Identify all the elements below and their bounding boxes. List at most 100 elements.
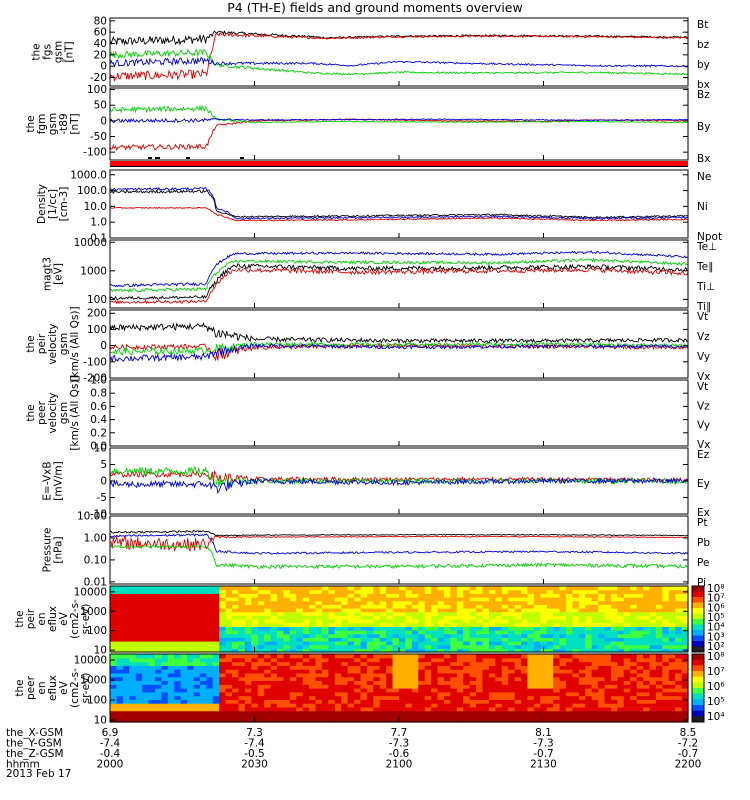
- spectrogram-cell: [495, 626, 503, 631]
- spectrogram-cell: [257, 676, 265, 682]
- spectrogram-cell: [379, 644, 387, 649]
- spectrogram-cell: [572, 703, 580, 708]
- spectrogram-cell: [347, 669, 355, 674]
- series-Bx: [109, 117, 689, 124]
- spectrogram-cell: [379, 641, 387, 646]
- spectrogram-cell: [341, 657, 349, 663]
- spectrogram-cell: [315, 654, 323, 659]
- spectrogram-cell: [508, 589, 516, 594]
- spectrogram-cell: [334, 699, 342, 704]
- spectrogram-cell: [424, 604, 432, 609]
- spectrogram-cell: [604, 665, 612, 670]
- spectrogram-cell: [585, 710, 593, 716]
- spectrogram-cell: [212, 688, 220, 693]
- spectrogram-cell: [598, 695, 606, 700]
- spectrogram-cell: [347, 661, 355, 666]
- spectrogram-cell: [591, 684, 599, 689]
- spectrogram-cell: [135, 695, 143, 700]
- spectrogram-cell: [418, 703, 426, 708]
- spectrogram-cell: [488, 637, 496, 642]
- spectrogram-cell: [469, 714, 477, 719]
- spectrogram-cell: [244, 622, 252, 627]
- spectrogram-cell: [148, 714, 156, 719]
- spectrogram-cell: [591, 672, 599, 678]
- spectrogram-cell: [630, 691, 638, 697]
- spectrogram-cell: [578, 644, 586, 649]
- spectrogram-cell: [655, 684, 663, 689]
- spectrogram-cell: [598, 641, 606, 646]
- spectrogram-cell: [488, 608, 496, 613]
- spectrogram-cell: [456, 611, 464, 616]
- spectrogram-cell: [443, 644, 451, 649]
- y-label-line: [eV]: [53, 263, 65, 285]
- y-tick-label: 10: [94, 715, 107, 727]
- spectrogram-cell: [495, 611, 503, 616]
- spectrogram-cell: [418, 622, 426, 627]
- spectrogram-cell: [315, 644, 323, 649]
- spectrogram-cell: [296, 691, 304, 697]
- spectrogram-cell: [283, 699, 291, 704]
- spectrogram-cell: [180, 622, 188, 627]
- series-Bt: [109, 29, 689, 46]
- y-axis-label: Pressure [nPa]: [42, 528, 65, 573]
- spectrogram-cell: [572, 626, 580, 631]
- spectrogram-cell: [450, 706, 458, 712]
- spectrogram-cell: [591, 691, 599, 697]
- spectrogram-cell: [257, 597, 265, 602]
- spectrogram-cell: [578, 619, 586, 624]
- spectrogram-cell: [244, 657, 252, 663]
- spectrogram-cell: [617, 611, 625, 616]
- spectrogram-cell: [450, 676, 458, 682]
- spectrogram-cell: [354, 648, 362, 653]
- spectrogram-cell: [655, 619, 663, 624]
- spectrogram-cell: [424, 633, 432, 638]
- spectrogram-cell: [360, 597, 368, 602]
- spectrogram-cell: [559, 608, 567, 613]
- spectrogram-cell: [405, 710, 413, 716]
- spectrogram-cell: [450, 680, 458, 685]
- spectrogram-cell: [591, 622, 599, 627]
- spectrogram-cell: [636, 604, 644, 609]
- spectrogram-cell: [456, 665, 464, 670]
- spectrogram-cell: [232, 586, 240, 591]
- spectrogram-cell: [508, 648, 516, 653]
- spectrogram-cell: [347, 710, 355, 716]
- spectrogram-cell: [180, 586, 188, 591]
- spectrogram-cell: [142, 633, 150, 638]
- spectrogram-cell: [174, 619, 182, 624]
- spectrogram-cell: [508, 600, 516, 605]
- spectrogram-cell: [405, 615, 413, 620]
- spectrogram-cell: [527, 641, 535, 646]
- spectrogram-cell: [675, 622, 683, 627]
- spectrogram-cell: [463, 672, 471, 678]
- x-tick-y_gsm: -7.3: [389, 738, 410, 750]
- spectrogram-cell: [662, 665, 670, 670]
- spectrogram-cell: [649, 604, 657, 609]
- spectrogram-cell: [681, 710, 689, 716]
- spectrogram-cell: [193, 648, 201, 653]
- spectrogram-cell: [643, 691, 651, 697]
- spectrogram-cell: [167, 699, 175, 704]
- spectrogram-cell: [546, 661, 554, 666]
- spectrogram-cell: [328, 608, 336, 613]
- legend-Ti∥: Ti∥: [696, 301, 711, 313]
- spectrogram-cell: [225, 672, 233, 678]
- spectrogram-cell: [187, 600, 195, 605]
- spectrogram-cell: [212, 684, 220, 689]
- spectrogram-cell: [225, 608, 233, 613]
- spectrogram-cell: [270, 714, 278, 719]
- spectrogram-cell: [675, 657, 683, 663]
- spectrogram-cell: [450, 586, 458, 591]
- spectrogram-cell: [630, 695, 638, 700]
- spectrogram-cell: [289, 626, 297, 631]
- spectrogram-cell: [110, 714, 118, 719]
- spectrogram-cell: [180, 706, 188, 712]
- spectrogram-cell: [643, 688, 651, 693]
- x-tick-x_gsm: 6.9: [102, 727, 119, 739]
- spectrogram-cell: [681, 611, 689, 616]
- spectrogram-cell: [373, 684, 381, 689]
- spectrogram-cell: [334, 630, 342, 635]
- spectrogram-cell: [244, 615, 252, 620]
- spectrogram-cell: [623, 626, 631, 631]
